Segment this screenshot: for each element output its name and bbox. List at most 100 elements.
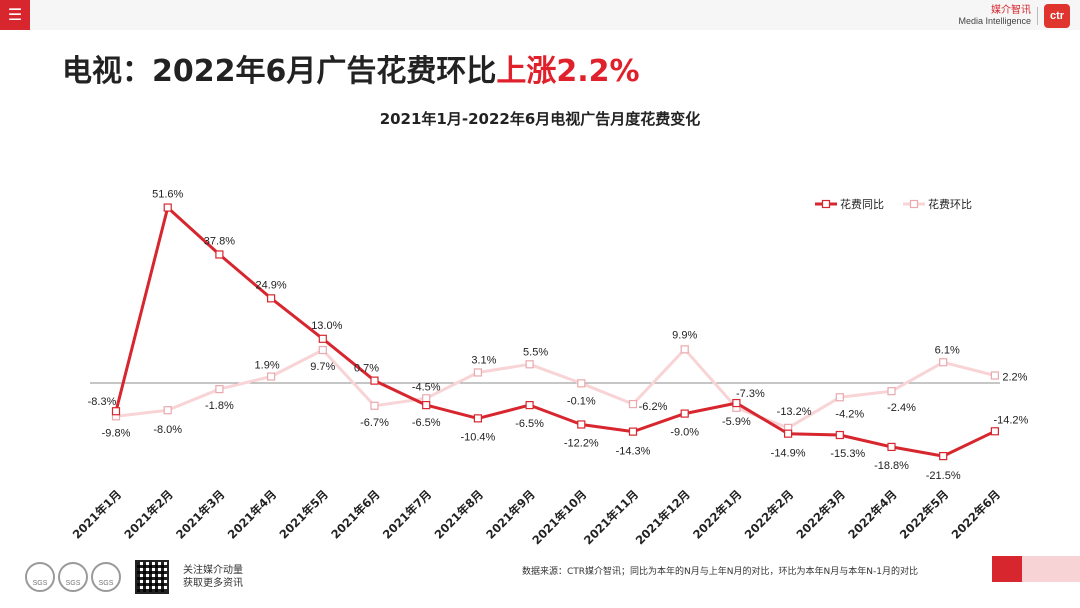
x-tick-label: 2021年2月 xyxy=(121,487,175,541)
data-label: -4.5% xyxy=(412,381,441,393)
top-bar: ☰ 媒介智讯 Media Intelligence ctr xyxy=(0,0,1080,30)
page-title-prefix: 电视：2022年6月广告花费环比 xyxy=(62,54,497,89)
data-label: -6.5% xyxy=(515,418,544,430)
data-label: -10.4% xyxy=(460,431,495,443)
data-label: -1.8% xyxy=(205,400,234,412)
data-point xyxy=(887,442,896,452)
brand-name-en: Media Intelligence xyxy=(958,16,1031,26)
data-label: -14.9% xyxy=(771,448,806,460)
page-title: 电视：2022年6月广告花费环比上涨2.2% xyxy=(62,46,640,90)
page-title-highlight: 上涨2.2% xyxy=(496,54,640,89)
x-tick-label: 2021年12月 xyxy=(633,487,693,547)
data-point xyxy=(267,372,276,381)
data-point xyxy=(680,345,689,354)
data-source-note: 数据来源：CTR媒介智讯；同比为本年的N月与上年N月的对比，环比为本年N月与本年… xyxy=(522,567,918,577)
data-point xyxy=(835,393,844,402)
x-tick-label: 2022年6月 xyxy=(949,487,1003,541)
x-tick-label: 2021年9月 xyxy=(483,487,537,541)
legend-marker xyxy=(821,199,831,209)
ctr-logo-icon: ctr xyxy=(1044,4,1070,28)
data-point xyxy=(525,401,534,410)
sgs-badge-icon: SGS xyxy=(58,562,88,592)
x-tick-label: 2022年1月 xyxy=(690,487,744,541)
sgs-badge-icon: SGS xyxy=(91,562,121,592)
brand: 媒介智讯 Media Intelligence ctr xyxy=(958,3,1070,29)
data-point xyxy=(783,429,793,438)
data-label: 1.9% xyxy=(255,360,280,372)
data-point xyxy=(422,394,431,403)
data-label: -7.3% xyxy=(736,388,765,400)
x-tick-label: 2021年3月 xyxy=(173,487,227,541)
data-label: 3.1% xyxy=(471,354,496,366)
data-point xyxy=(577,379,586,388)
x-tick-label: 2022年2月 xyxy=(742,487,796,541)
data-point xyxy=(215,250,224,259)
x-tick-label: 2021年5月 xyxy=(276,487,330,541)
qr-code-icon[interactable] xyxy=(135,560,169,594)
data-label: -14.3% xyxy=(616,446,651,458)
data-label: -21.5% xyxy=(926,470,961,482)
data-point xyxy=(422,401,431,410)
x-tick-label: 2021年1月 xyxy=(70,487,124,541)
data-point xyxy=(835,430,844,440)
data-point xyxy=(473,368,482,377)
footer-red-block xyxy=(992,556,1022,582)
follow-line-1: 关注媒介动量 xyxy=(183,565,243,576)
data-point xyxy=(939,452,948,461)
data-label: -9.8% xyxy=(102,427,131,439)
menu-icon[interactable]: ☰ xyxy=(0,0,30,30)
data-point xyxy=(990,427,1000,436)
data-label: -2.4% xyxy=(887,402,916,414)
follow-line-2: 获取更多资讯 xyxy=(183,578,243,589)
footer-left: SGS SGS SGS 关注媒介动量 获取更多资讯 xyxy=(25,560,243,594)
data-point xyxy=(370,401,379,410)
data-label: 9.7% xyxy=(310,361,335,373)
data-point xyxy=(939,358,948,367)
brand-name-cn: 媒介智讯 xyxy=(991,5,1031,16)
data-label: -6.2% xyxy=(639,401,668,413)
data-point xyxy=(111,407,121,416)
x-tick-label: 2022年3月 xyxy=(793,487,847,541)
follow-text: 关注媒介动量 获取更多资讯 xyxy=(183,564,243,590)
x-tick-label: 2021年11月 xyxy=(581,487,641,547)
data-point xyxy=(990,371,1000,380)
data-point xyxy=(732,398,741,408)
data-label: -18.8% xyxy=(874,460,909,472)
data-point xyxy=(215,385,224,394)
data-label: -5.9% xyxy=(722,416,751,428)
x-tick-label: 2021年6月 xyxy=(328,487,382,541)
chart-title: 2021年1月-2022年6月电视广告月度花费变化 xyxy=(379,110,701,128)
data-label: 9.9% xyxy=(672,329,697,341)
data-label: -14.2% xyxy=(993,414,1028,426)
data-label: -6.7% xyxy=(360,417,389,429)
data-point xyxy=(887,387,896,396)
data-label: -8.0% xyxy=(153,424,182,436)
legend-marker xyxy=(909,199,919,209)
legend-label: 花费同比 xyxy=(840,198,884,211)
data-label: 6.1% xyxy=(935,344,960,356)
data-point xyxy=(163,406,172,415)
x-tick-label: 2022年5月 xyxy=(897,487,951,541)
data-point xyxy=(267,294,276,303)
data-label: 5.5% xyxy=(523,346,548,358)
data-point xyxy=(525,360,534,369)
data-label: 13.0% xyxy=(311,320,342,332)
data-point xyxy=(318,334,327,343)
data-label: -12.2% xyxy=(564,437,599,449)
data-label: -8.3% xyxy=(88,396,117,408)
data-point xyxy=(163,203,172,212)
data-point xyxy=(577,420,586,429)
x-tick-label: 2021年4月 xyxy=(225,487,279,541)
data-label: -9.0% xyxy=(670,427,699,439)
sgs-badge-icon: SGS xyxy=(25,562,55,592)
data-point xyxy=(628,427,638,436)
data-label: 37.8% xyxy=(204,235,235,247)
brand-divider xyxy=(1037,7,1038,25)
data-point xyxy=(680,409,689,418)
data-label: 0.7% xyxy=(354,363,379,375)
x-tick-label: 2022年4月 xyxy=(845,487,899,541)
data-point xyxy=(370,376,379,385)
x-tick-label: 2021年7月 xyxy=(380,487,434,541)
certification-badges: SGS SGS SGS xyxy=(25,562,121,592)
legend-label: 花费环比 xyxy=(928,198,972,211)
